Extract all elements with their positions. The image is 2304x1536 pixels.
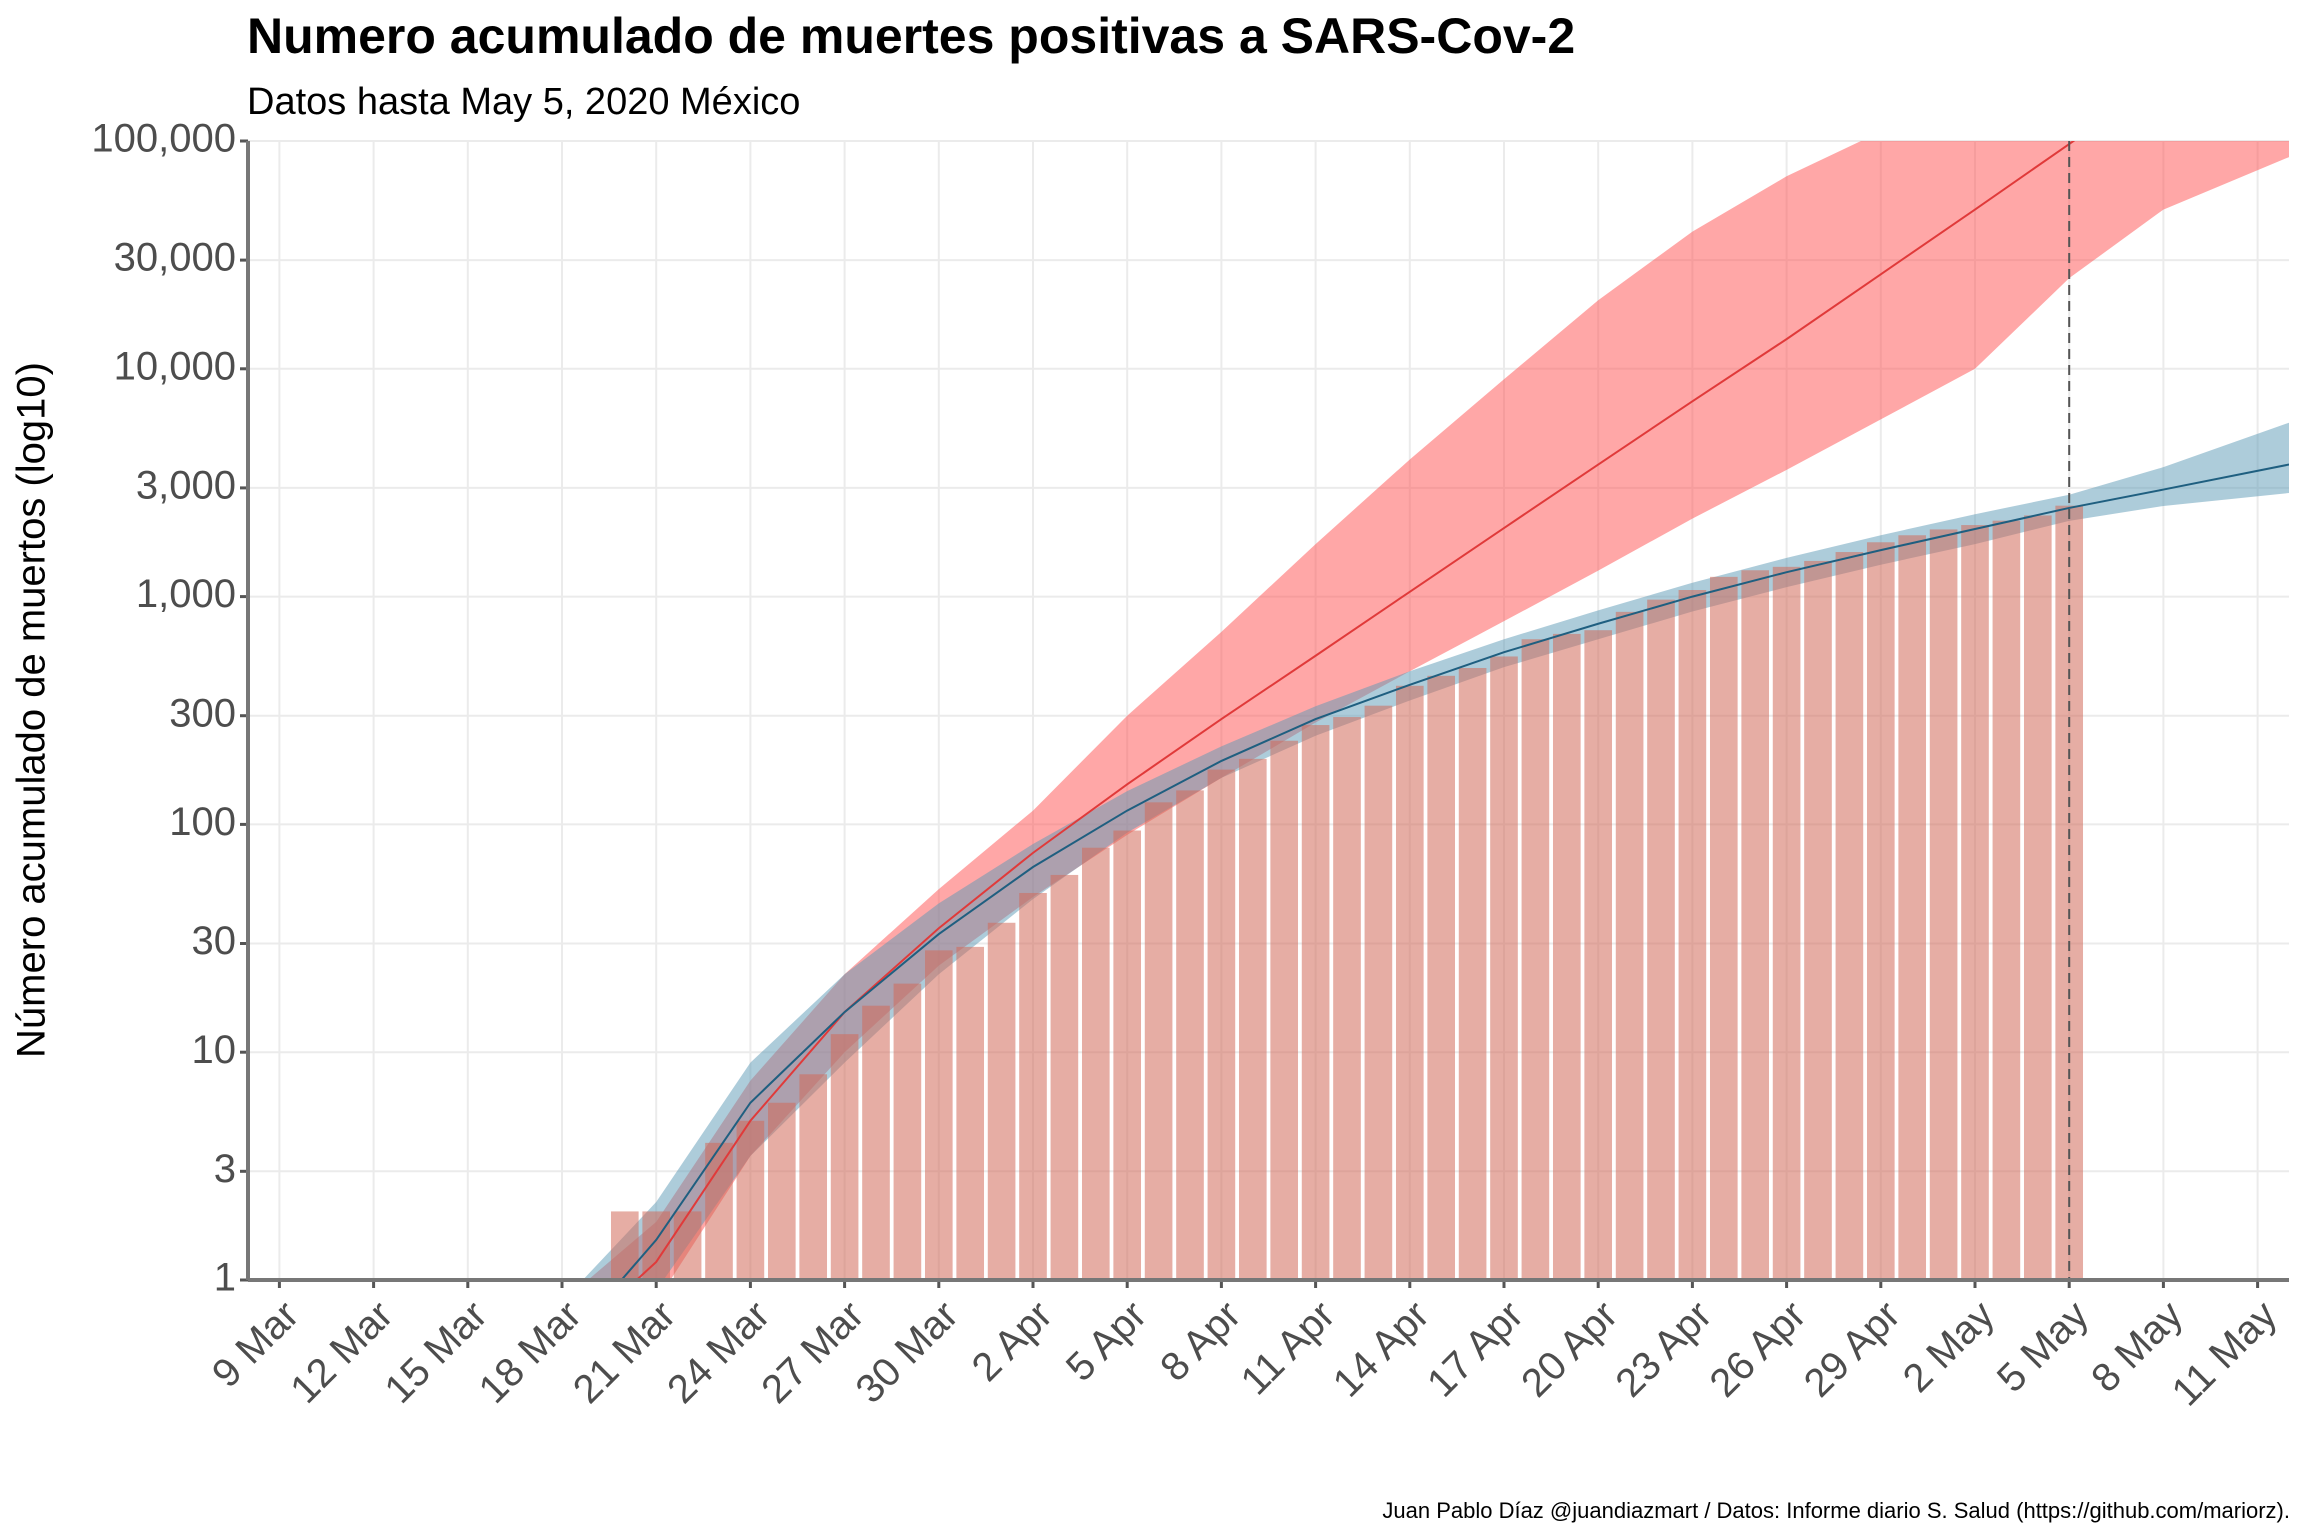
caption: Juan Pablo Díaz @juandiazmart / Datos: I… (1382, 1498, 2290, 1523)
bar (956, 946, 985, 1280)
confidence-band (582, 422, 2289, 1280)
x-tick-label: 20 Apr (1513, 1293, 1626, 1406)
confidence-band (587, 141, 2289, 1280)
bar (673, 1211, 702, 1280)
bar (610, 1211, 639, 1280)
bar (1804, 560, 1832, 1280)
x-tick-label: 17 Apr (1419, 1293, 1532, 1406)
x-tick-label: 5 Apr (1058, 1293, 1155, 1390)
bar (2023, 515, 2052, 1280)
bar (987, 922, 1016, 1280)
bar (705, 1142, 733, 1280)
y-tick-label: 3,000 (136, 463, 236, 507)
bar (893, 983, 922, 1280)
x-tick-label: 11 Apr (1233, 1293, 1344, 1404)
x-tick-label: 15 Mar (376, 1293, 495, 1412)
bar (1081, 847, 1110, 1280)
bar (1395, 685, 1424, 1280)
x-tick-label: 2 Apr (964, 1293, 1061, 1390)
bar (1207, 769, 1236, 1280)
bar (1929, 529, 1958, 1280)
bar (1458, 667, 1487, 1280)
bar (1552, 633, 1581, 1280)
bar (1961, 525, 1989, 1280)
bar (1270, 740, 1299, 1280)
plot-area (582, 141, 2289, 1280)
bar (1521, 639, 1550, 1280)
bar (1647, 599, 1675, 1280)
y-tick-label: 30 (192, 919, 237, 963)
bar (1144, 802, 1173, 1280)
y-tick-label: 1,000 (136, 572, 236, 616)
x-tick-label: 12 Mar (282, 1293, 401, 1412)
x-tick-label: 26 Apr (1702, 1293, 1815, 1406)
x-tick-label: 29 Apr (1796, 1293, 1909, 1406)
bar (642, 1211, 671, 1280)
x-tick-label: 11 May (2164, 1293, 2286, 1415)
y-tick-label: 100 (169, 800, 236, 844)
chart-subtitle: Datos hasta May 5, 2020 México (247, 81, 800, 123)
bar (924, 950, 953, 1280)
bar (1050, 874, 1079, 1280)
x-tick-label: 21 Mar (565, 1293, 684, 1412)
x-tick-label: 30 Mar (847, 1293, 966, 1412)
bar (1019, 892, 1047, 1280)
bar (862, 1005, 890, 1280)
y-tick-label: 300 (169, 691, 236, 735)
y-tick-label: 30,000 (114, 236, 236, 280)
bar (1772, 566, 1801, 1280)
bar (799, 1074, 828, 1280)
bar (1301, 725, 1330, 1280)
bar (1113, 830, 1142, 1280)
bar (767, 1102, 796, 1280)
x-tick-label: 2 May (1895, 1293, 2003, 1401)
x-tick-label: 23 Apr (1607, 1293, 1720, 1406)
x-tick-label: 5 May (1989, 1293, 2097, 1401)
bar (1992, 520, 2021, 1280)
bar (1364, 705, 1393, 1280)
bar (1741, 570, 1770, 1280)
x-tick-label: 14 Apr (1325, 1293, 1438, 1406)
bar (1584, 630, 1613, 1280)
y-tick-label: 1 (214, 1256, 236, 1300)
bar (830, 1034, 859, 1280)
bar (1176, 790, 1204, 1280)
bar (1709, 576, 1738, 1280)
bar (1333, 717, 1361, 1280)
bar (1898, 535, 1927, 1280)
y-tick-label: 100,000 (91, 117, 236, 161)
bar (1678, 589, 1707, 1280)
y-tick-label: 3 (214, 1147, 236, 1191)
chart-title: Numero acumulado de muertes positivas a … (247, 8, 1575, 64)
bar (1238, 758, 1267, 1280)
y-axis-label: Número acumulado de muertos (log10) (10, 362, 54, 1058)
x-tick-label: 18 Mar (471, 1293, 590, 1412)
bar (1835, 552, 1864, 1280)
x-tick-label: 27 Mar (753, 1293, 872, 1412)
bar (736, 1120, 765, 1280)
bar (1615, 611, 1644, 1280)
bar (1427, 675, 1456, 1280)
y-tick-label: 10,000 (114, 344, 236, 388)
x-tick-label: 24 Mar (659, 1293, 778, 1412)
fit-line (620, 463, 2289, 1280)
bar (1866, 542, 1895, 1280)
bar (1490, 656, 1518, 1280)
y-tick-label: 10 (192, 1028, 237, 1072)
